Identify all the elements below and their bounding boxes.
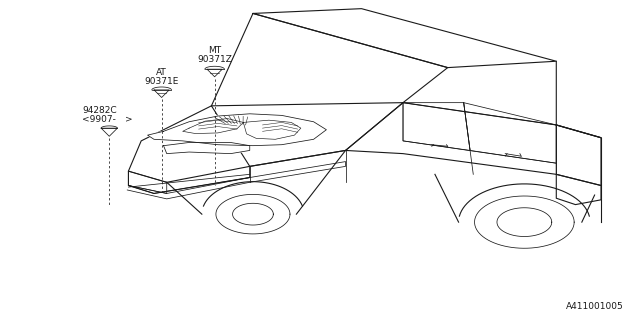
Polygon shape: [101, 128, 117, 136]
Text: 94282C: 94282C: [83, 106, 117, 115]
Text: MT: MT: [208, 45, 221, 55]
Polygon shape: [207, 69, 222, 77]
Text: <9907-: <9907-: [83, 115, 116, 124]
Polygon shape: [154, 90, 169, 98]
Polygon shape: [164, 142, 250, 154]
Text: 90371E: 90371E: [145, 77, 179, 86]
Text: AT: AT: [156, 68, 167, 77]
Text: A411001005: A411001005: [566, 302, 623, 311]
Polygon shape: [148, 114, 326, 146]
Text: 90371Z: 90371Z: [197, 55, 232, 64]
Text: >: >: [125, 115, 133, 124]
